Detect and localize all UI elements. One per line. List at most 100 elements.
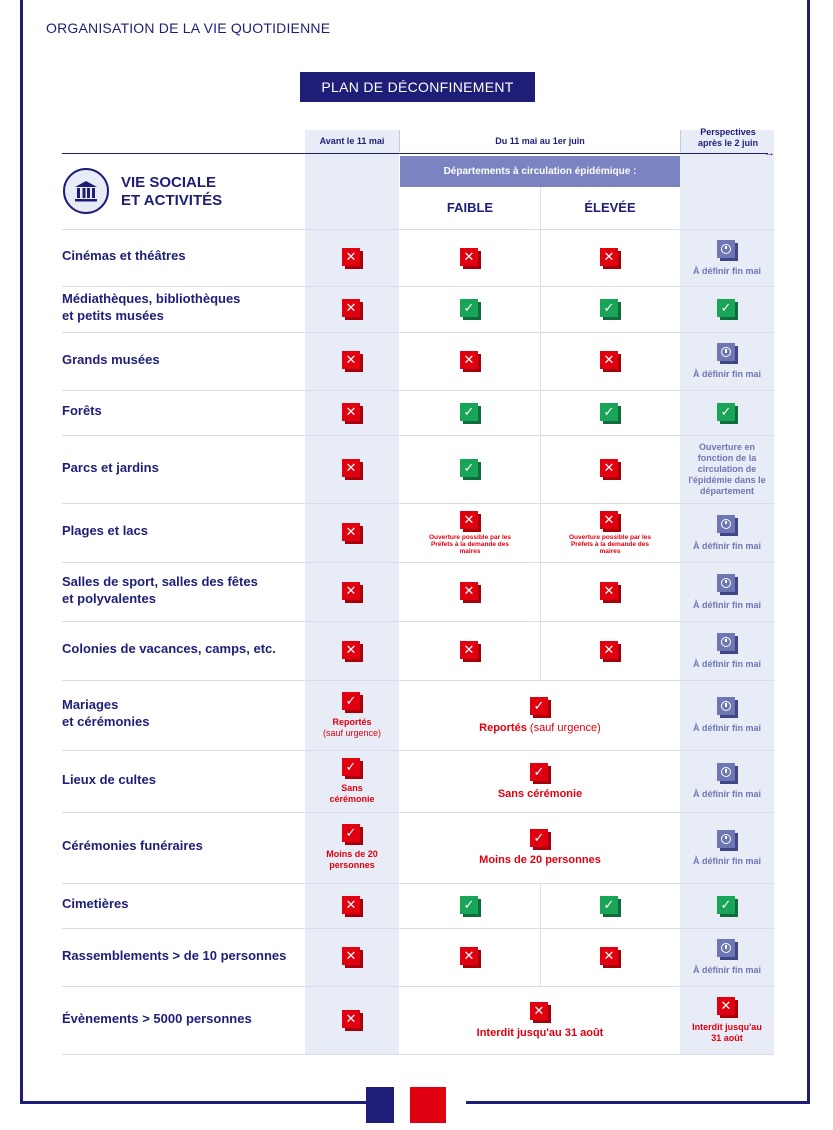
cell-after: ✕ Interdit jusqu'au 31 août bbox=[680, 986, 774, 1054]
before-note-light: (sauf urgence) bbox=[322, 727, 382, 738]
clock-icon bbox=[717, 573, 738, 595]
icon-face: ✕ bbox=[342, 947, 360, 965]
clock-icon bbox=[717, 763, 738, 784]
clock-face bbox=[721, 701, 731, 711]
during-note: Interdit jusqu'au 31 août bbox=[477, 1027, 604, 1039]
clock-face bbox=[721, 243, 731, 254]
check-icon: ✓ bbox=[600, 299, 621, 320]
section-title-line1: VIE SOCIALE bbox=[121, 174, 217, 191]
icon-face: ✕ bbox=[600, 947, 618, 965]
cross-icon: ✕ bbox=[342, 895, 363, 917]
cell-low: ✕ bbox=[400, 928, 540, 986]
clock-icon bbox=[717, 939, 738, 960]
cross-icon: ✕ bbox=[600, 640, 621, 662]
column-divider bbox=[540, 390, 541, 435]
clock-icon bbox=[717, 239, 738, 261]
section-title: VIE SOCIALE ET ACTIVITÉS bbox=[121, 174, 222, 210]
cell-low: ✕ bbox=[400, 332, 540, 390]
row-label: Cinémas et théâtres bbox=[62, 247, 186, 264]
after-note: À définir fin mai bbox=[692, 658, 761, 669]
during-note: Moins de 20 personnes bbox=[479, 854, 601, 866]
clock-icon bbox=[717, 514, 738, 536]
clock-icon bbox=[717, 343, 738, 364]
cross-icon: ✕ bbox=[530, 1001, 551, 1023]
row-divider bbox=[62, 562, 774, 563]
row-label-line1: Cimetières bbox=[62, 896, 129, 911]
row-label-line1: Grands musées bbox=[62, 351, 160, 367]
row-label-line1: Plages et lacs bbox=[62, 523, 148, 538]
low-note: Ouverture possible par les Préfets à la … bbox=[428, 533, 511, 555]
check-icon: ✓ bbox=[460, 459, 481, 480]
row-label-line1: Cérémonies funéraires bbox=[62, 838, 203, 853]
cell-after: ✓ bbox=[680, 883, 774, 928]
clock-face bbox=[721, 518, 731, 529]
icon-face: ✓ bbox=[600, 895, 618, 914]
cell-before: ✕ bbox=[305, 986, 399, 1054]
clock-face bbox=[721, 767, 731, 777]
icon-face: ✓ bbox=[530, 829, 548, 847]
cell-before: ✕ bbox=[305, 286, 399, 332]
logo-red-band bbox=[410, 1087, 446, 1123]
high-circulation-header: ÉLEVÉE bbox=[584, 200, 636, 215]
icon-face: ✓ bbox=[460, 459, 478, 477]
row-label-line2: et petits musées bbox=[62, 308, 164, 323]
icon-face: ✕ bbox=[600, 640, 618, 659]
row-divider bbox=[62, 986, 774, 987]
cross-icon: ✕ bbox=[460, 351, 481, 372]
after-note: À définir fin mai bbox=[692, 599, 761, 610]
cell-high: ✕ bbox=[540, 562, 680, 621]
check-icon: ✓ bbox=[460, 402, 481, 424]
column-divider bbox=[540, 332, 541, 390]
before-note: Moins de 20 personnes bbox=[305, 849, 399, 871]
icon-face: ✕ bbox=[342, 402, 360, 421]
clock-icon bbox=[717, 697, 738, 718]
cell-high: ✕ bbox=[540, 229, 680, 286]
timeline-arrow-icon: → bbox=[764, 147, 775, 159]
check-icon: ✓ bbox=[460, 299, 481, 320]
icon-face bbox=[717, 573, 735, 592]
column-divider bbox=[540, 229, 541, 286]
cross-icon: ✕ bbox=[600, 459, 621, 480]
row-label-line1: Forêts bbox=[62, 403, 102, 418]
cell-after: À définir fin mai bbox=[680, 562, 774, 621]
icon-face bbox=[717, 763, 735, 781]
row-label: Forêts bbox=[62, 402, 102, 419]
icon-face: ✓ bbox=[717, 402, 735, 421]
icon-face: ✕ bbox=[342, 895, 360, 914]
cell-low: ✕ bbox=[400, 621, 540, 680]
during-note-light: (sauf urgence) bbox=[529, 721, 601, 734]
icon-face: ✓ bbox=[460, 402, 478, 421]
row-label: Salles de sport, salles des fêtes et poly… bbox=[62, 573, 258, 607]
restricted-check-icon: ✓ bbox=[530, 829, 551, 850]
row-divider bbox=[62, 503, 774, 504]
cell-high: ✕ Ouverture possible par les Préfets à la… bbox=[540, 503, 680, 562]
icon-face bbox=[717, 343, 735, 361]
cell-high: ✓ bbox=[540, 286, 680, 332]
cell-after: À définir fin mai bbox=[680, 503, 774, 562]
cross-icon: ✕ bbox=[342, 247, 363, 269]
cross-icon: ✕ bbox=[342, 640, 363, 662]
column-divider bbox=[540, 187, 541, 229]
icon-face: ✕ bbox=[460, 510, 478, 529]
cross-icon: ✕ bbox=[600, 581, 621, 603]
row-divider bbox=[62, 928, 774, 929]
row-label-line1: Parcs et jardins bbox=[62, 459, 159, 475]
icon-face: ✓ bbox=[342, 691, 360, 710]
row-label: Évènements > 5000 personnes bbox=[62, 1010, 252, 1027]
cell-low: ✓ bbox=[400, 435, 540, 503]
during-note-bold: Sans cérémonie bbox=[497, 787, 583, 800]
cross-icon: ✕ bbox=[600, 351, 621, 372]
row-label-line1: Salles de sport, salles des fêtes bbox=[62, 573, 258, 589]
logo-blue-band bbox=[366, 1087, 394, 1123]
cross-icon: ✕ bbox=[460, 510, 481, 532]
row-label-line1: Lieux de cultes bbox=[62, 771, 156, 787]
check-icon: ✓ bbox=[600, 402, 621, 424]
clock-face bbox=[721, 577, 731, 588]
after-note: À définir fin mai bbox=[692, 265, 761, 276]
phase-after-header: Perspectives après le 2 juin bbox=[697, 127, 759, 148]
row-label: Parcs et jardins bbox=[62, 459, 159, 476]
icon-face: ✕ bbox=[600, 581, 618, 600]
cell-low: ✓ bbox=[400, 286, 540, 332]
column-divider bbox=[540, 435, 541, 503]
icon-face: ✕ bbox=[342, 351, 360, 369]
